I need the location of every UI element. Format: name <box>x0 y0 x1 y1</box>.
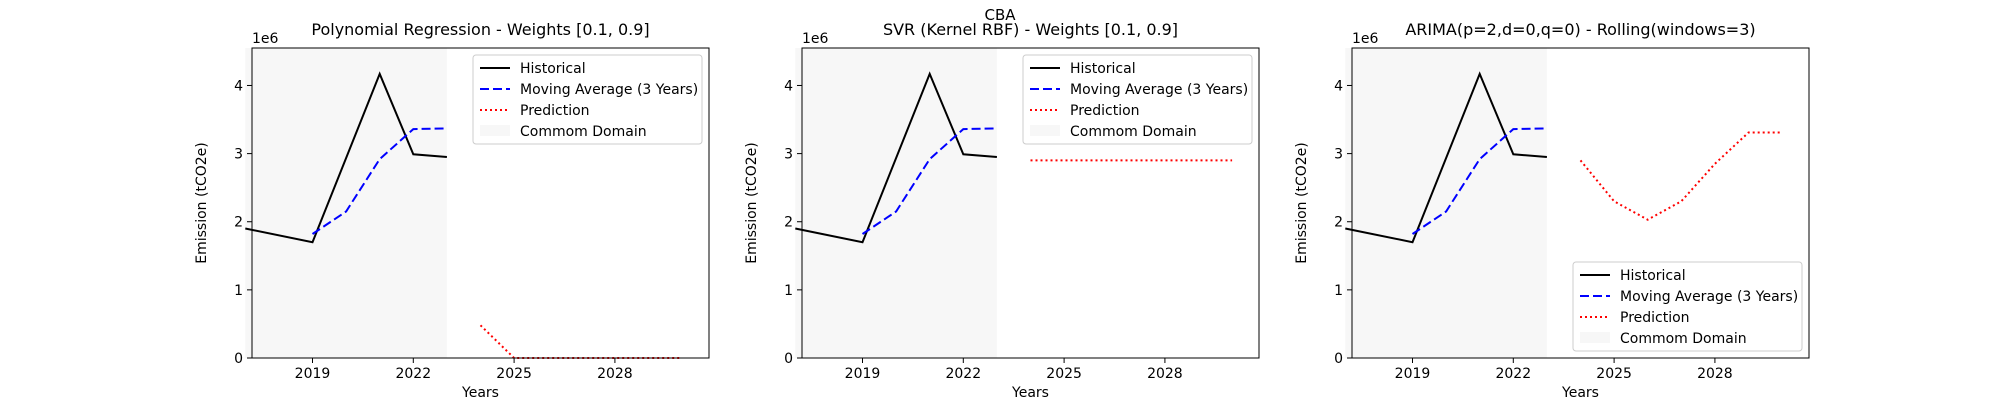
chart-panel-2: 2019 2022 2025 2028 0 1 2 3 4 1e6 SVR (Kernel RBF)… <box>744 20 1260 400</box>
axes-frame <box>801 47 1260 359</box>
series-line-moving-average-3-years <box>861 127 997 235</box>
chart-panel-3: 2019 2022 2025 2028 0 1 2 3 4 1e6 ARIMA(p=2,d=0,q=… <box>1294 20 1810 400</box>
series-line-historical <box>795 71 997 244</box>
y-tick-label: 2 <box>1334 215 1343 231</box>
legend-box <box>1572 261 1803 352</box>
y-tick-label: 4 <box>1334 78 1343 94</box>
x-axis-label: Years <box>1011 385 1049 400</box>
y-tick-label: 2 <box>784 215 793 231</box>
legend-label: Prediction <box>1620 310 1690 326</box>
legend-label: Prediction <box>1070 103 1140 119</box>
y-tick-label: 3 <box>784 147 793 163</box>
axes-frame <box>251 47 710 359</box>
x-tick-label: 2025 <box>496 366 532 382</box>
y-tick-label: 0 <box>1334 351 1343 367</box>
y-tick-label: 1 <box>234 283 243 299</box>
y-tick-label: 4 <box>234 78 243 94</box>
legend-swatch <box>1030 125 1060 136</box>
y-tick-label: 3 <box>234 147 243 163</box>
y-axis-label: Emission (tCO2e) <box>744 142 760 263</box>
legend-label: Moving Average (3 Years) <box>520 82 698 98</box>
legend-label: Moving Average (3 Years) <box>1070 82 1248 98</box>
common-domain-band <box>795 48 997 358</box>
y-tick-label: 1 <box>784 283 793 299</box>
legend-label: Historical <box>1620 268 1686 284</box>
x-tick-label: 2028 <box>597 366 633 382</box>
x-tick-label: 2022 <box>395 366 431 382</box>
y-offset-label: 1e6 <box>1352 31 1379 47</box>
y-tick-label: 4 <box>784 78 793 94</box>
x-tick-label: 2022 <box>1495 366 1531 382</box>
common-domain-band <box>1345 48 1547 358</box>
series-line-historical <box>1345 71 1547 244</box>
y-offset-label: 1e6 <box>252 31 279 47</box>
series-line-moving-average-3-years <box>1411 127 1547 235</box>
figure-suptitle: CBA <box>984 6 1016 24</box>
legend-swatch <box>1580 332 1610 343</box>
legend-label: Moving Average (3 Years) <box>1620 289 1798 305</box>
axes-frame <box>1351 47 1810 359</box>
x-tick-label: 2025 <box>1046 366 1082 382</box>
y-axis-label: Emission (tCO2e) <box>1294 142 1310 263</box>
legend-label: Commom Domain <box>520 124 647 140</box>
x-tick-label: 2028 <box>1147 366 1183 382</box>
legend-label: Historical <box>520 61 586 77</box>
x-tick-label: 2019 <box>1395 366 1431 382</box>
y-offset-label: 1e6 <box>802 31 829 47</box>
series-line-prediction <box>479 324 683 359</box>
legend-label: Commom Domain <box>1070 124 1197 140</box>
legend-label: Historical <box>1070 61 1136 77</box>
chart-title: ARIMA(p=2,d=0,q=0) - Rolling(windows=3) <box>1405 20 1755 39</box>
legend: Historical Moving Average (3 Years) Predic… <box>1572 261 1803 352</box>
chart-title: SVR (Kernel RBF) - Weights [0.1, 0.9] <box>883 20 1178 39</box>
legend-box <box>1022 54 1253 145</box>
y-tick-label: 0 <box>234 351 243 367</box>
y-tick-label: 1 <box>1334 283 1343 299</box>
x-tick-label: 2019 <box>845 366 881 382</box>
series-line-moving-average-3-years <box>311 127 447 235</box>
common-domain-band <box>245 48 447 358</box>
y-tick-label: 0 <box>784 351 793 367</box>
legend-label: Commom Domain <box>1620 331 1747 347</box>
x-tick-label: 2025 <box>1596 366 1632 382</box>
legend: Historical Moving Average (3 Years) Predic… <box>472 54 703 145</box>
y-axis-label: Emission (tCO2e) <box>194 142 210 263</box>
legend-box <box>472 54 703 145</box>
legend-label: Prediction <box>520 103 590 119</box>
chart-title: Polynomial Regression - Weights [0.1, 0.… <box>311 20 649 39</box>
legend: Historical Moving Average (3 Years) Predic… <box>1022 54 1253 145</box>
x-tick-label: 2019 <box>295 366 331 382</box>
series-line-historical <box>245 71 447 244</box>
x-axis-label: Years <box>1561 385 1599 400</box>
x-tick-label: 2022 <box>945 366 981 382</box>
chart-panel-1: 2019 2022 2025 2028 0 1 2 3 4 1e6 Polynomial Regre… <box>194 20 710 400</box>
x-tick-label: 2028 <box>1697 366 1733 382</box>
y-tick-label: 2 <box>234 215 243 231</box>
series-line-prediction <box>1579 131 1783 221</box>
x-axis-label: Years <box>461 385 499 400</box>
y-tick-label: 3 <box>1334 147 1343 163</box>
legend-swatch <box>480 125 510 136</box>
